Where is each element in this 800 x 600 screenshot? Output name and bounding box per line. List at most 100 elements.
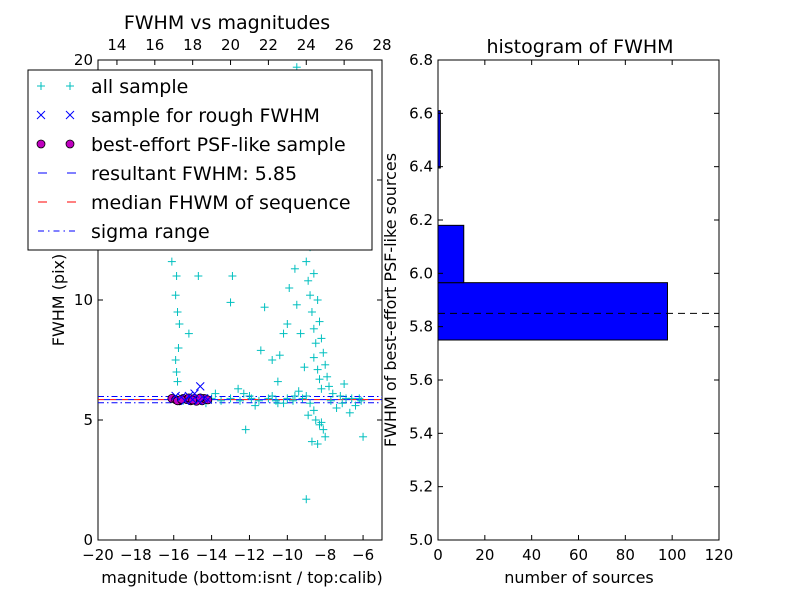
histogram-x-ticks: 0 20 40 60 80 100 120 <box>433 60 733 564</box>
all-sample-point <box>345 408 354 417</box>
y-tick-label: 6.0 <box>409 264 433 282</box>
all-sample-point <box>315 317 324 326</box>
legend-label-resultant-fwhm: resultant FWHM: 5.85 <box>91 163 297 185</box>
all-sample-point <box>311 339 320 348</box>
all-sample-point <box>273 377 282 386</box>
x-tick-label: −16 <box>158 546 190 564</box>
x-tick-label: 40 <box>522 546 541 564</box>
top-tick-label: 20 <box>221 36 240 54</box>
all-sample-point <box>194 272 203 280</box>
all-sample-point <box>359 432 368 441</box>
rough-sample-point <box>180 396 190 406</box>
rough-sample-point <box>203 395 213 404</box>
legend-dot <box>36 139 46 149</box>
y-tick-label: 6.8 <box>409 51 433 69</box>
all-sample-point <box>228 272 237 280</box>
x-tick-label: −8 <box>314 546 336 564</box>
legend-entry-sigma-range: sigma range <box>38 221 210 243</box>
all-sample-point <box>285 284 294 292</box>
legend-entry-all-sample: all sample <box>37 76 188 98</box>
all-sample-point <box>247 394 256 403</box>
all-sample-point <box>317 384 326 393</box>
rough-sample-point <box>195 382 205 391</box>
all-sample-point <box>313 440 322 448</box>
all-sample-point <box>332 404 341 412</box>
all-sample-point <box>226 298 235 307</box>
all-sample-point <box>319 425 328 434</box>
top-tick-label: 14 <box>107 36 126 54</box>
histogram-x-label: number of sources <box>504 568 654 587</box>
all-sample-point <box>171 356 180 364</box>
all-sample-point <box>290 392 299 400</box>
legend-entry-best-sample: best-effort PSF-like sample <box>36 134 346 156</box>
legend-dot <box>65 139 75 149</box>
legend: all sample sample for rough FWHM best-ef… <box>27 69 373 251</box>
all-sample-point <box>300 363 309 372</box>
x-tick-label: −14 <box>196 546 228 564</box>
all-sample-point <box>336 392 345 400</box>
all-sample-point <box>309 406 318 415</box>
all-sample-point <box>328 389 337 398</box>
y-tick-label: 6.6 <box>409 104 433 122</box>
all-sample-point <box>306 291 315 300</box>
x-tick-label: −6 <box>352 546 374 564</box>
x-tick-label: −10 <box>272 546 304 564</box>
y-tick-label: 6.4 <box>409 158 433 176</box>
x-tick-label: −12 <box>234 546 266 564</box>
y-tick-label: 5.8 <box>409 318 433 336</box>
y-tick-label: 6.2 <box>409 211 433 229</box>
x-tick-label: 80 <box>616 546 635 564</box>
all-sample-point <box>172 368 181 376</box>
legend-x <box>65 110 75 120</box>
all-sample-point <box>357 396 366 405</box>
histogram-bar <box>437 110 441 169</box>
all-sample-point <box>167 257 176 266</box>
all-sample-point <box>279 329 288 338</box>
all-sample-point <box>256 346 265 355</box>
all-sample-point <box>307 437 316 446</box>
all-sample-point <box>211 389 220 398</box>
all-sample-point <box>321 432 330 441</box>
legend-entry-resultant-fwhm: resultant FWHM: 5.85 <box>38 163 297 185</box>
all-sample-point <box>317 334 326 343</box>
legend-marker-all-sample <box>37 82 74 90</box>
all-sample-point <box>292 300 301 309</box>
all-sample-point <box>302 495 311 504</box>
all-sample-point <box>226 394 235 403</box>
top-tick-label: 16 <box>145 36 164 54</box>
all-sample-point <box>317 418 326 427</box>
legend-label-best-sample: best-effort PSF-like sample <box>91 134 346 156</box>
histogram-bars <box>437 110 668 341</box>
all-sample-point <box>184 329 193 338</box>
top-tick-label: 18 <box>183 36 202 54</box>
all-sample-point <box>271 396 280 405</box>
legend-label-median-fwhm: median FHWM of sequence <box>91 192 351 214</box>
y-tick-label: 10 <box>74 291 93 309</box>
x-tick-label: 100 <box>658 546 687 564</box>
all-sample-point <box>309 324 318 333</box>
all-sample-point <box>254 396 263 405</box>
all-sample-point <box>313 296 322 304</box>
all-sample-point <box>311 416 320 424</box>
all-sample-point <box>304 276 313 285</box>
rough-sample-point <box>193 396 203 406</box>
scatter-x-label: magnitude (bottom:isnt / top:calib) <box>101 568 382 587</box>
all-sample-point <box>309 353 318 362</box>
all-sample-point <box>268 356 277 364</box>
all-sample-point <box>260 303 269 312</box>
all-sample-point <box>236 396 244 405</box>
all-sample-point <box>268 392 277 400</box>
histogram-y-ticks: 5.0 5.2 5.4 5.6 5.8 6.0 6.2 6.4 6.6 6.8 <box>409 51 719 549</box>
x-tick-label: 20 <box>475 546 494 564</box>
legend-label-rough-sample: sample for rough FWHM <box>91 105 320 127</box>
rough-sample-points <box>171 382 213 406</box>
scatter-y-label: FWHM (pix) <box>49 254 68 347</box>
all-sample-point <box>313 365 322 374</box>
all-sample-point <box>294 387 303 396</box>
all-sample-point <box>340 380 349 388</box>
all-sample-point <box>173 308 182 316</box>
y-tick-label: 5.4 <box>409 424 433 442</box>
histogram-title: histogram of FWHM <box>486 36 673 58</box>
all-sample-point <box>172 272 181 280</box>
x-tick-label: −20 <box>82 546 114 564</box>
